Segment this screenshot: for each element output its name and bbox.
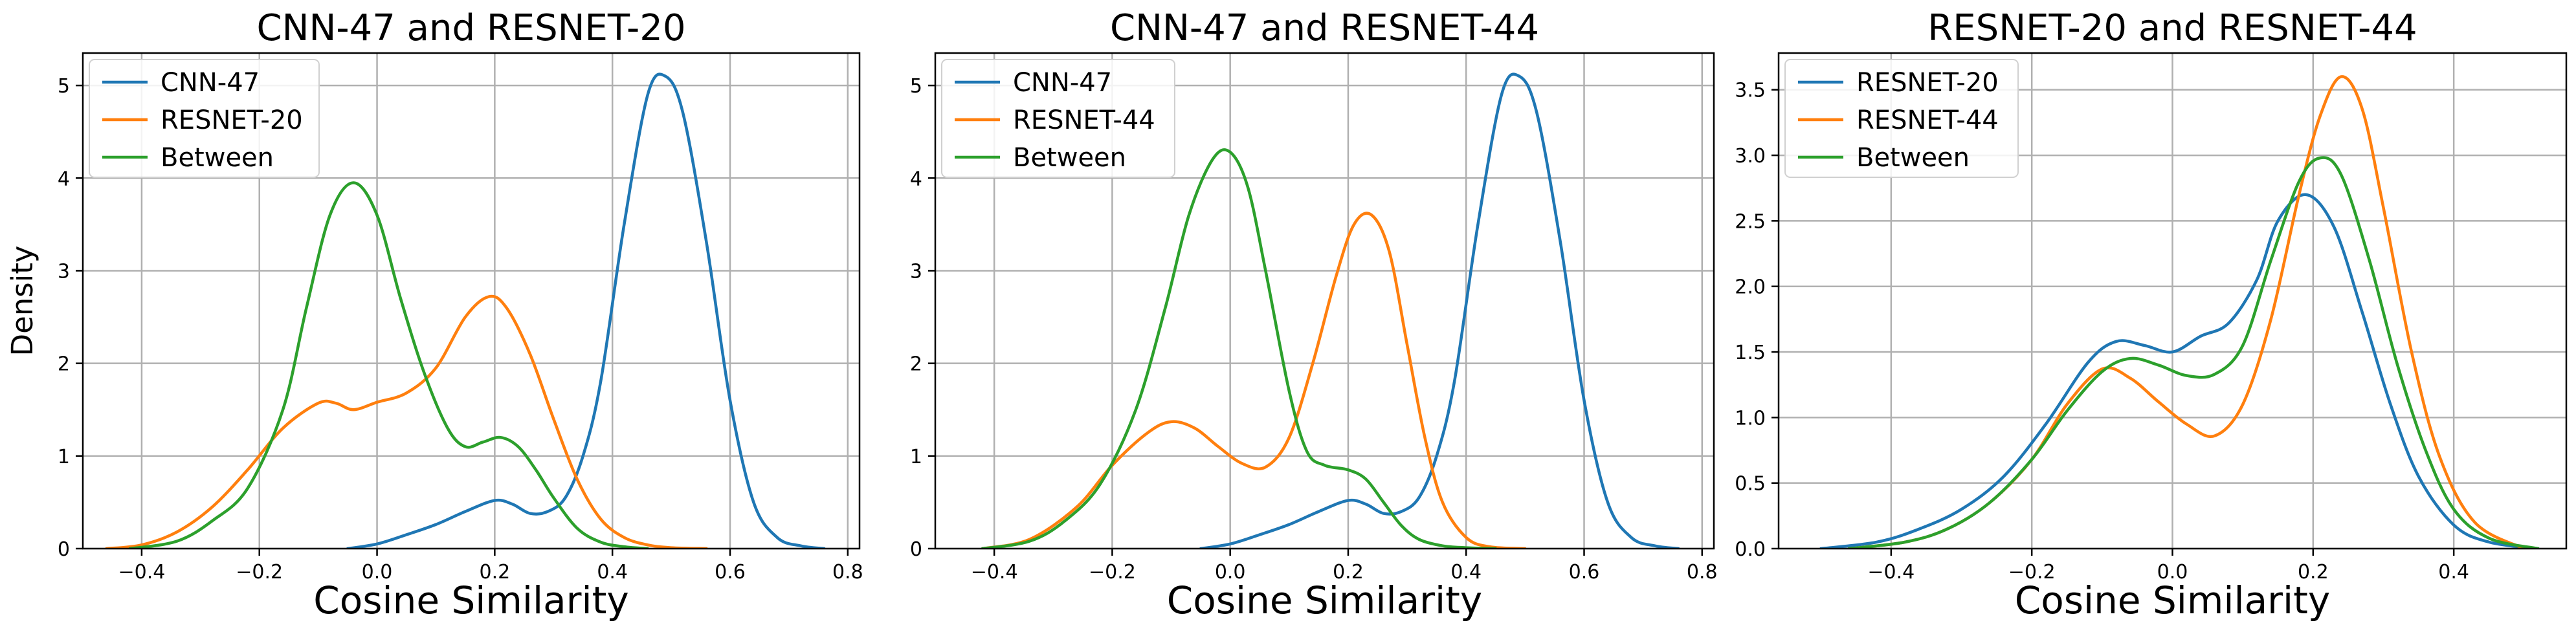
legend-label: CNN-47 <box>161 68 260 98</box>
x-tick-label: 0.4 <box>2438 561 2469 584</box>
chart-title: CNN-47 and RESNET-20 <box>257 7 686 49</box>
legend: CNN-47 RESNET-20 Between <box>89 59 320 178</box>
series-line-cnn-47 <box>346 72 826 549</box>
y-tick-label: 3.0 <box>1735 145 1766 168</box>
x-tick-label: 0.0 <box>362 561 393 584</box>
y-tick-label: 4 <box>58 168 70 190</box>
chart-title: CNN-47 and RESNET-44 <box>1110 7 1539 49</box>
y-tick-label: 2 <box>910 353 922 376</box>
chart-title: RESNET-20 and RESNET-44 <box>1927 7 2417 49</box>
x-tick-label: 0.2 <box>480 561 511 584</box>
legend-label: RESNET-44 <box>1013 105 1155 135</box>
y-tick-label: 0.5 <box>1735 473 1766 496</box>
series-line-resnet-44 <box>981 212 1527 549</box>
chart-panel-3: −0.4 −0.2 0.0 0.2 0.4 0.0 0.5 1.0 1.5 2.0 2.5 3.0 3.… <box>1735 7 2568 622</box>
x-tick-label: 0.4 <box>597 561 628 584</box>
x-tick-label: −0.4 <box>971 561 1018 584</box>
y-tick-label: 5 <box>910 75 922 98</box>
legend-label: RESNET-20 <box>161 105 303 135</box>
chart-panel-2: −0.4 −0.2 0.0 0.2 0.4 0.6 0.8 0 1 2 3 4 5 CNN-47 and … <box>910 7 1718 622</box>
series-group <box>981 72 1680 549</box>
y-tick-label: 3 <box>58 260 70 283</box>
y-tick-label: 5 <box>58 75 70 98</box>
legend: CNN-47 RESNET-44 Between <box>941 59 1175 178</box>
y-tick-label: 0 <box>910 538 922 561</box>
series-line-resnet-20 <box>1819 193 2540 549</box>
x-axis-label: Cosine Similarity <box>2015 578 2330 622</box>
legend-box <box>1784 59 2019 178</box>
x-tick-label: 0.0 <box>1215 561 1246 584</box>
legend-box <box>89 59 320 178</box>
series-group <box>1819 75 2540 549</box>
y-tick-label: 4 <box>910 168 922 190</box>
legend-label: RESNET-20 <box>1856 68 1999 98</box>
x-tick-label: 0.2 <box>1333 561 1364 584</box>
y-tick-label: 2.0 <box>1735 276 1766 299</box>
x-tick-label: −0.4 <box>118 561 165 584</box>
x-tick-label: 0.0 <box>2157 561 2188 584</box>
y-tick-label: 0 <box>58 538 70 561</box>
series-line-resnet-20 <box>105 294 708 549</box>
y-tick-label: 1 <box>58 446 70 468</box>
legend-label: RESNET-44 <box>1856 105 1999 135</box>
x-tick-label: −0.2 <box>1089 561 1136 584</box>
legend-label: Between <box>1856 143 1970 173</box>
legend-label: Between <box>161 143 274 173</box>
x-tick-label: −0.2 <box>2008 561 2056 584</box>
chart-panel-1: −0.4 −0.2 0.0 0.2 0.4 0.6 0.8 0 1 2 3 4 5 CNN-47 and … <box>5 7 863 622</box>
x-tick-label: 0.6 <box>1569 561 1600 584</box>
legend-label: Between <box>1013 143 1126 173</box>
y-tick-label: 0.0 <box>1735 538 1766 561</box>
y-tick-label: 1.0 <box>1735 407 1766 430</box>
x-tick-label: 0.2 <box>2298 561 2329 584</box>
x-axis-label: Cosine Similarity <box>313 578 628 622</box>
x-tick-label: −0.2 <box>236 561 283 584</box>
series-line-between <box>128 181 649 549</box>
x-tick-label: −0.4 <box>1867 561 1915 584</box>
plot-frame <box>82 52 861 550</box>
x-axis-label: Cosine Similarity <box>1167 578 1482 622</box>
legend-label: CNN-47 <box>1013 68 1112 98</box>
legend: RESNET-20 RESNET-44 Between <box>1784 59 2019 178</box>
series-line-between <box>1847 156 2540 549</box>
legend-box <box>941 59 1175 178</box>
y-tick-label: 3 <box>910 260 922 283</box>
y-tick-label: 2.5 <box>1735 210 1766 233</box>
y-tick-label: 1.5 <box>1735 342 1766 364</box>
x-tick-label: 0.4 <box>1450 561 1482 584</box>
series-line-between <box>981 148 1498 549</box>
x-tick-label: 0.8 <box>1687 561 1718 584</box>
plot-frame <box>934 52 1715 550</box>
series-line-cnn-47 <box>1199 72 1680 549</box>
x-tick-label: 0.6 <box>715 561 746 584</box>
x-tick-label: 0.8 <box>832 561 863 584</box>
series-group <box>105 72 826 549</box>
y-tick-label: 3.5 <box>1735 80 1766 102</box>
y-tick-label: 1 <box>910 446 922 468</box>
y-axis-label: Density <box>5 245 39 356</box>
y-tick-label: 2 <box>58 353 70 376</box>
